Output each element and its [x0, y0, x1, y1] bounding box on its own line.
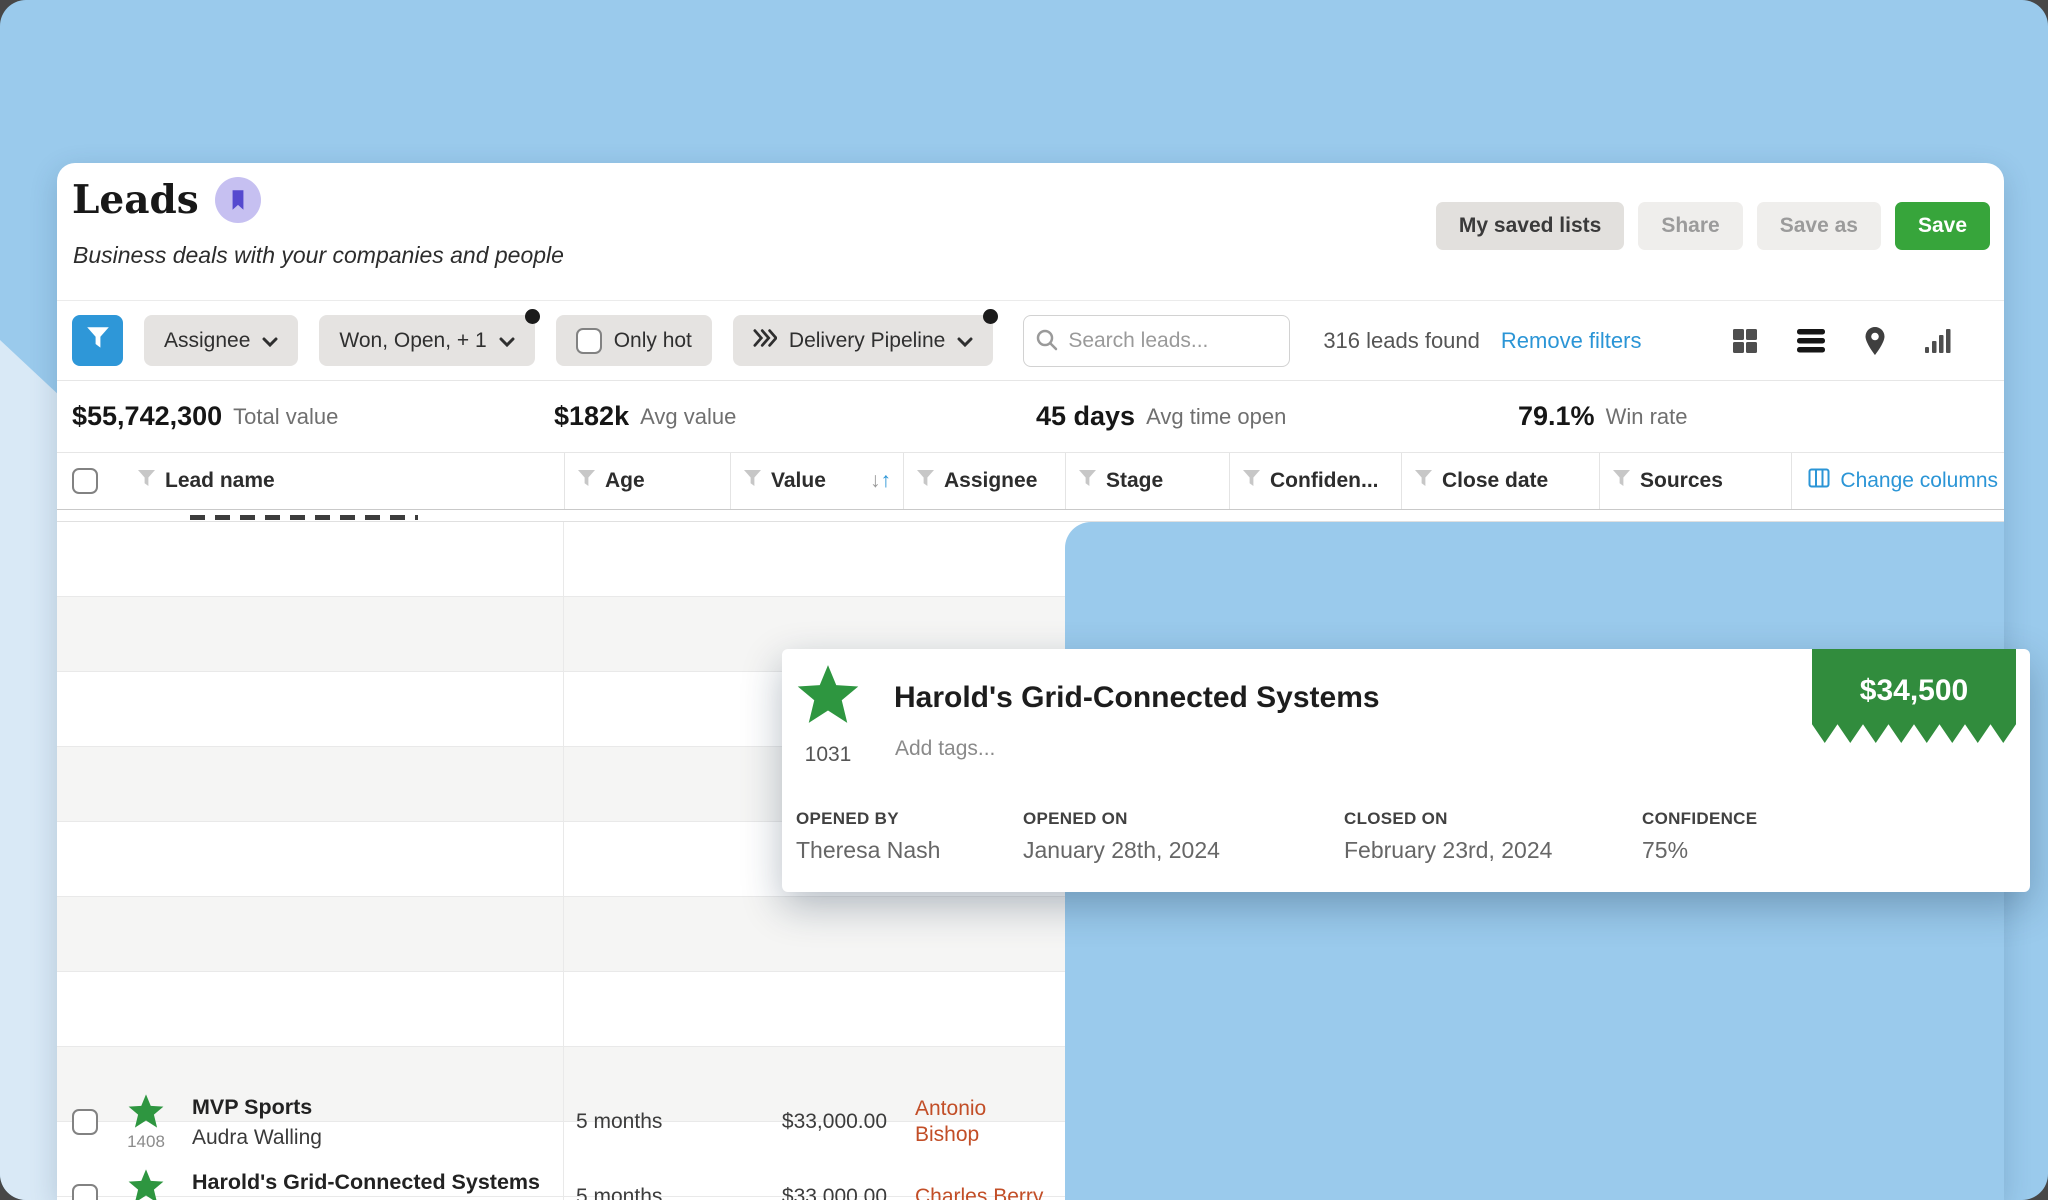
filter-funnel-icon [1078, 469, 1097, 493]
filter-funnel-icon [137, 469, 156, 493]
results-count: 316 leads found [1323, 327, 1480, 353]
popup-field-opened-on: OPENED ON January 28th, 2024 [1023, 809, 1220, 863]
filter-funnel-icon [577, 469, 596, 493]
popup-field-confidence: CONFIDENCE 75% [1642, 809, 1758, 863]
funnel-icon [86, 327, 110, 354]
column-header-sources[interactable]: Sources [1599, 453, 1791, 509]
remove-filters-link[interactable]: Remove filters [1500, 327, 1642, 353]
filter-funnel-icon [1242, 469, 1261, 493]
chart-view-icon[interactable] [1924, 327, 1952, 355]
filter-active-dot [524, 309, 540, 324]
popup-field-opened-by: OPENED BY Theresa Nash [796, 809, 941, 863]
change-columns-button[interactable]: Change columns [1791, 453, 2004, 509]
row-checkbox[interactable] [72, 1109, 98, 1135]
column-header-value[interactable]: Value ↓↑ [730, 453, 903, 509]
row-checkbox[interactable] [72, 1184, 98, 1200]
column-header-close-date[interactable]: Close date [1401, 453, 1599, 509]
lead-id: 1408 [127, 1132, 165, 1151]
column-header-age[interactable]: Age [564, 453, 730, 509]
popup-field-closed-on: CLOSED ON February 23rd, 2024 [1344, 809, 1553, 863]
clipped-row-text [190, 515, 418, 520]
age-cell: 3 months [564, 1122, 730, 1200]
table-row[interactable]: 1031 Harold's Grid-Connected Systems Rob… [57, 897, 2004, 1200]
only-hot-toggle[interactable]: Only hot [555, 315, 712, 366]
filter-funnel-icon [1612, 469, 1631, 493]
stat-total-value: $55,742,300 Total value [72, 401, 339, 431]
value-cell: $34,500.00 [730, 1122, 903, 1200]
table-header: Lead name Age Value ↓↑ Assignee Stage [57, 452, 2004, 510]
filter-active-dot [983, 309, 999, 324]
select-all-checkbox[interactable] [72, 468, 98, 494]
table-row[interactable]: 1297 Betatechnology Patricia Gannon 9 mo… [57, 1047, 2004, 1200]
filter-funnel-icon [1414, 469, 1433, 493]
popup-lead-id: 1031 [804, 743, 852, 766]
table-row[interactable]: 1279 VertiSolar Frances Griffis 9 months… [57, 972, 2004, 1200]
age-cell: 5 months [576, 1110, 663, 1133]
chevron-down-icon [957, 329, 973, 353]
save-button[interactable]: Save [1894, 202, 1990, 250]
clipped-row[interactable] [57, 511, 2004, 522]
age-cell: 5 months [576, 1185, 663, 1200]
popup-lead-title[interactable]: Harold's Grid-Connected Systems [894, 681, 1380, 714]
column-header-lead-name[interactable]: Lead name [57, 453, 564, 509]
column-header-assignee[interactable]: Assignee [903, 453, 1065, 509]
filter-bar: Assignee Won, Open, + 1 Only hot [57, 300, 2004, 380]
value-cell: $33,000.00 [781, 1185, 887, 1200]
column-header-stage[interactable]: Stage [1065, 453, 1229, 509]
page-subtitle: Business deals with your companies and p… [73, 242, 564, 268]
filter-funnel-icon [743, 469, 762, 493]
chevron-down-icon [262, 329, 278, 353]
assignee-filter-dropdown[interactable]: Assignee [144, 315, 299, 366]
filter-funnel-icon [916, 469, 935, 493]
table-row[interactable]: 1408 MVP Sports Audra Walling 5 months $… [57, 522, 2004, 1200]
board-view-icon[interactable] [1731, 327, 1759, 355]
search-box [1023, 314, 1291, 367]
bookmark-icon[interactable] [214, 177, 261, 223]
column-header-confidence[interactable]: Confiden... [1229, 453, 1401, 509]
sort-icons[interactable]: ↓↑ [870, 469, 891, 493]
pipeline-icon [753, 328, 778, 354]
assignee-link[interactable]: Charles Berry [915, 1184, 1044, 1200]
value-ribbon: $34,500 [1812, 649, 2016, 743]
sort-asc-icon: ↑ [880, 469, 892, 492]
share-button[interactable]: Share [1638, 202, 1743, 250]
filter-button[interactable] [72, 315, 123, 366]
save-as-button[interactable]: Save as [1756, 202, 1881, 250]
star-icon [126, 1092, 166, 1130]
value-cell: $33,000.00 [781, 1110, 887, 1133]
chevron-down-icon [499, 329, 515, 353]
map-view-icon[interactable] [1863, 326, 1887, 356]
table-row[interactable]: 1522 Newing Industries Inc. Ann New 3 mo… [57, 1122, 2004, 1200]
card-header: Leads Business deals with your companies… [57, 163, 2004, 300]
stat-win-rate: 79.1% Win rate [1518, 401, 1688, 431]
columns-icon [1808, 468, 1830, 494]
stats-bar: $55,742,300 Total value $182k Avg value 45… [57, 380, 2004, 452]
list-view-icon[interactable] [1796, 328, 1826, 354]
assignee-link[interactable]: Antonio Bishop [915, 1096, 987, 1146]
star-icon [795, 661, 861, 725]
search-input[interactable] [1023, 314, 1291, 367]
sort-desc-icon: ↓ [870, 469, 881, 492]
lead-name[interactable]: Harold's Grid-Connected Systems [192, 1169, 540, 1194]
assignee-link[interactable]: Dana Vargas [903, 1122, 1065, 1200]
only-hot-checkbox[interactable] [575, 327, 602, 354]
stat-avg-value: $182k Avg value [554, 401, 737, 431]
star-icon [126, 1167, 166, 1200]
pipeline-filter-dropdown[interactable]: Delivery Pipeline [732, 309, 999, 366]
lead-preview-popup: 1031 Harold's Grid-Connected Systems Add… [782, 649, 2030, 892]
search-icon [1037, 329, 1058, 350]
status-filter-dropdown[interactable]: Won, Open, + 1 [319, 309, 540, 366]
lead-contact: Audra Walling [192, 1125, 322, 1149]
page-title: Leads [72, 177, 199, 223]
lead-name[interactable]: MVP Sports [192, 1094, 313, 1119]
my-saved-lists-button[interactable]: My saved lists [1435, 202, 1625, 250]
stat-avg-time-open: 45 days Avg time open [1036, 401, 1287, 431]
add-tags-button[interactable]: Add tags... [895, 737, 996, 760]
